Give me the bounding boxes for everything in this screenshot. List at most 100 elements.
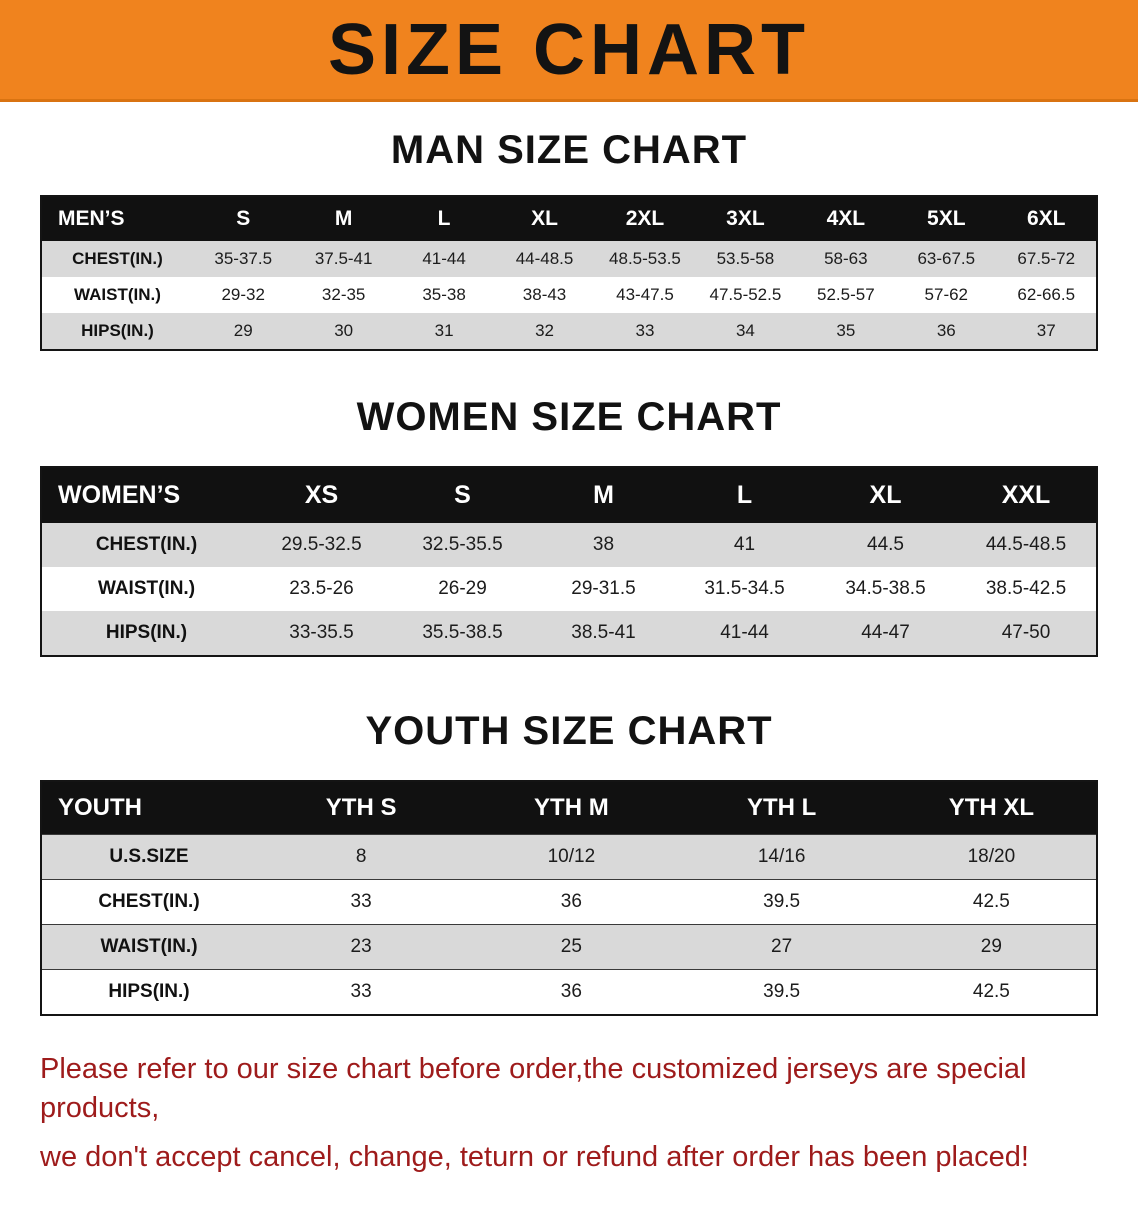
size-value: 44.5-48.5 [985, 534, 1067, 555]
table-header-row: WOMEN’S XS S M L XL XXL [41, 467, 1097, 523]
table-row: CHEST(IN.) 29.5-32.5 32.5-35.5 38 41 44.5 44.5… [41, 523, 1097, 567]
size-value: 35-37.5 [214, 249, 273, 268]
size-value: 44-47 [861, 622, 910, 643]
size-value: 32-35 [321, 285, 366, 304]
size-value: 37 [1036, 321, 1056, 340]
size-value: 42.5 [972, 981, 1010, 1002]
size-value: 8 [355, 846, 367, 867]
size-column-header: 4XL [795, 196, 897, 241]
size-value: 33 [635, 321, 655, 340]
size-value: 23 [350, 936, 372, 957]
women-size-chart-section: WOMEN SIZE CHART WOMEN’S XS S M L XL XXL CHEST(… [0, 395, 1138, 657]
size-value: 32 [535, 321, 554, 340]
order-note: Please refer to our size chart before or… [40, 1050, 1100, 1177]
row-label: HIPS(IN.) [108, 981, 190, 1002]
size-column-header: YTH M [466, 781, 677, 835]
table-group-title: WOMEN’S [41, 467, 251, 523]
size-value: 33 [350, 891, 372, 912]
size-value: 41-44 [422, 249, 466, 268]
size-value: 53.5-58 [716, 249, 775, 268]
size-value: 26-29 [438, 578, 487, 599]
row-label: WAIST(IN.) [97, 578, 196, 599]
size-column-header: M [533, 467, 674, 523]
table-row: HIPS(IN.) 33 36 39.5 42.5 [41, 969, 1097, 1015]
size-value: 41 [733, 534, 756, 555]
size-column-header: YTH S [256, 781, 467, 835]
row-label: U.S.SIZE [109, 846, 189, 867]
table-row: CHEST(IN.) 33 36 39.5 42.5 [41, 879, 1097, 925]
size-value: 29 [980, 936, 1002, 957]
table-row: U.S.SIZE 8 10/12 14/16 18/20 [41, 834, 1097, 880]
size-value: 48.5-53.5 [609, 249, 681, 268]
size-value: 43-47.5 [616, 285, 674, 304]
women-size-chart-heading: WOMEN SIZE CHART [356, 395, 782, 439]
size-column-header: S [193, 196, 294, 241]
size-column-header: L [674, 467, 815, 523]
size-value: 37.5-41 [314, 249, 373, 268]
size-value: 41-44 [720, 622, 769, 643]
size-value: 35-38 [422, 285, 466, 304]
size-value: 31.5-34.5 [704, 578, 785, 599]
size-value: 31 [434, 321, 454, 340]
size-value: 52.5-57 [817, 285, 875, 304]
size-column-header: XS [251, 467, 392, 523]
size-value: 35.5-38.5 [422, 622, 503, 643]
men-size-chart-heading: MAN SIZE CHART [390, 128, 748, 172]
row-label: CHEST(IN.) [95, 534, 198, 555]
size-value: 18/20 [967, 846, 1016, 867]
row-label: CHEST(IN.) [72, 249, 163, 268]
size-column-header: M [293, 196, 394, 241]
size-column-header: XL [815, 467, 956, 523]
size-value: 36 [936, 321, 956, 340]
table-row: WAIST(IN.) 23.5-26 26-29 29-31.5 31.5-34.5 34… [41, 567, 1097, 611]
youth-size-table: YOUTH YTH S YTH M YTH L YTH XL U.S.SIZE 8 10/12… [40, 780, 1098, 1016]
size-value: 23.5-26 [289, 578, 354, 599]
women-size-table: WOMEN’S XS S M L XL XXL CHEST(IN.) 29.5-32.5 32.5… [40, 466, 1098, 657]
banner-title: SIZE CHART [328, 9, 810, 90]
size-column-header: 5XL [896, 196, 997, 241]
size-column-header: YTH L [676, 781, 887, 835]
size-column-header: XL [494, 196, 595, 241]
table-row: HIPS(IN.) 33-35.5 35.5-38.5 38.5-41 41-44 44-… [41, 611, 1097, 656]
size-value: 29.5-32.5 [281, 534, 362, 555]
size-column-header: 2XL [594, 196, 696, 241]
row-label: CHEST(IN.) [98, 891, 200, 912]
size-column-header: L [393, 196, 495, 241]
row-label: WAIST(IN.) [74, 285, 161, 304]
table-row: WAIST(IN.) 23 25 27 29 [41, 924, 1097, 970]
size-value: 39.5 [763, 891, 801, 912]
size-value: 44-48.5 [515, 249, 574, 268]
size-value: 67.5-72 [1017, 249, 1076, 268]
size-value: 27 [771, 936, 793, 957]
table-header-row: YOUTH YTH S YTH M YTH L YTH XL [41, 781, 1097, 835]
table-row: WAIST(IN.) 29-32 32-35 35-38 38-43 43-47.5 47.… [41, 277, 1097, 313]
size-column-header: 6XL [996, 196, 1097, 241]
size-value: 62-66.5 [1017, 285, 1076, 304]
size-value: 29-32 [221, 285, 265, 304]
size-value: 47.5-52.5 [709, 285, 782, 304]
size-value: 30 [334, 321, 354, 340]
size-value: 58-63 [824, 249, 868, 268]
row-label: HIPS(IN.) [81, 321, 154, 340]
size-value: 34 [735, 321, 755, 340]
size-value: 63-67.5 [917, 249, 976, 268]
table-group-title: YOUTH [41, 781, 256, 835]
content: MAN SIZE CHART MEN’S S M L XL 2XL 3XL 4XL 5XL 6XL… [0, 128, 1138, 1177]
size-value: 29-31.5 [571, 578, 636, 599]
size-value: 25 [560, 936, 582, 957]
size-value: 32.5-35.5 [422, 534, 503, 555]
size-value: 36 [560, 981, 582, 1002]
size-column-header: YTH XL [886, 781, 1097, 835]
order-note-line-1: Please refer to our size chart before or… [40, 1053, 1027, 1125]
size-value: 36 [560, 891, 582, 912]
size-value: 33 [350, 981, 372, 1002]
table-header-row: MEN’S S M L XL 2XL 3XL 4XL 5XL 6XL [41, 196, 1097, 241]
size-value: 14/16 [757, 846, 806, 867]
table-row: CHEST(IN.) 35-37.5 37.5-41 41-44 44-48.5 48.5… [41, 241, 1097, 277]
size-value: 38.5-41 [571, 622, 636, 643]
size-value: 10/12 [547, 846, 596, 867]
size-value: 38 [592, 534, 615, 555]
size-value: 42.5 [972, 891, 1010, 912]
table-group-title: MEN’S [41, 196, 193, 241]
order-note-line-2: we don't accept cancel, change, teturn o… [40, 1141, 1029, 1174]
